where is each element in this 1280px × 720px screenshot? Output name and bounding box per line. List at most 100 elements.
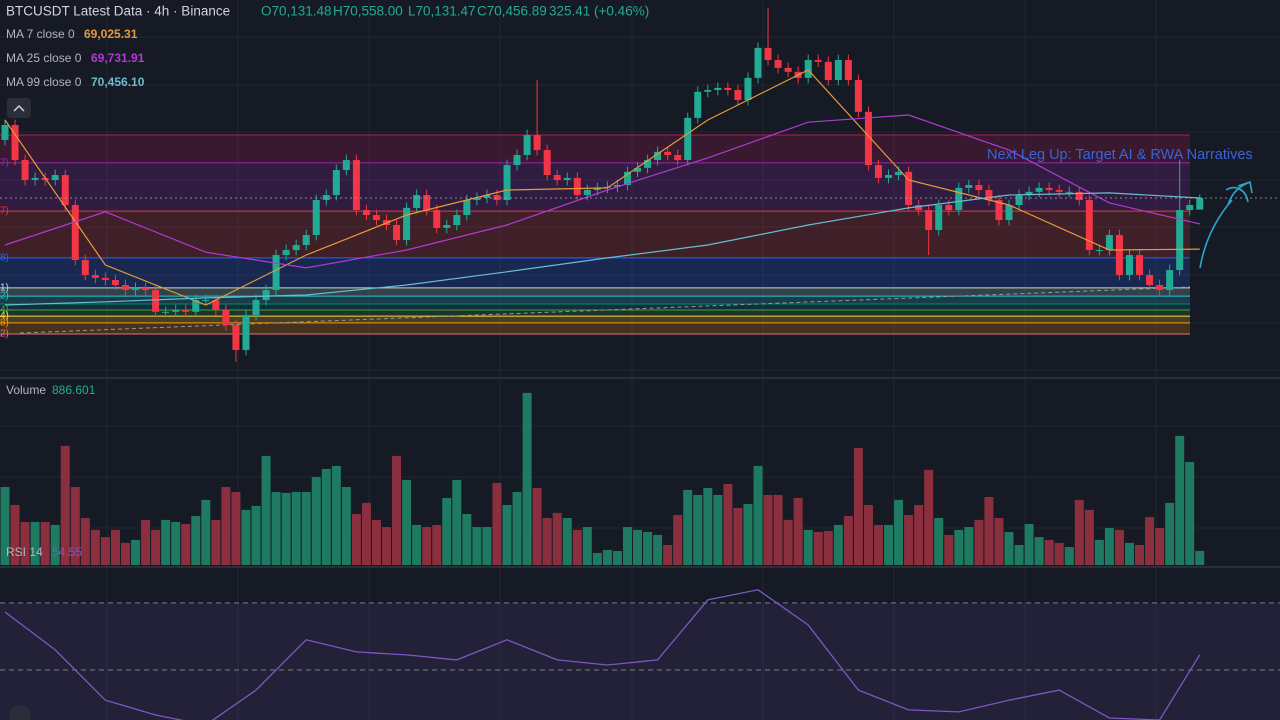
fib-band (0, 162, 1190, 212)
ma-legend-name: MA 7 close 0 (6, 27, 75, 41)
candle-body (1025, 191, 1033, 196)
candle-body (583, 190, 591, 196)
volume-bar (633, 529, 643, 565)
volume-bar (161, 519, 171, 565)
volume-bar (843, 515, 853, 565)
volume-bar (803, 529, 813, 565)
volume-bar (70, 487, 80, 565)
drawn-arrow-head (1225, 180, 1253, 206)
volume-pane (0, 392, 1205, 565)
volume-bar (331, 465, 341, 565)
ohlc-low: L70,131.47 (408, 4, 476, 19)
volume-bar (1124, 542, 1134, 565)
fib-band (0, 211, 1190, 258)
volume-bar (351, 514, 361, 565)
volume-bar (562, 517, 572, 565)
candle-body (874, 165, 882, 178)
candle-body (393, 225, 401, 241)
volume-bar (673, 514, 683, 565)
candle-body (1105, 235, 1113, 251)
volume-bar (432, 524, 442, 565)
volume-bar (462, 514, 472, 565)
candle-body (242, 315, 250, 351)
candle-body (644, 160, 652, 168)
volume-bar (371, 519, 381, 565)
candle-body (533, 135, 541, 151)
candle-body (152, 290, 160, 312)
candle-body (684, 117, 692, 161)
moving-average-line (4, 69, 1200, 306)
candle-body (302, 235, 310, 246)
ma-legend-value: 69,025.31 (84, 27, 138, 41)
annotation: Next Leg Up: Target AI & RWA Narratives (987, 147, 1253, 163)
candle-body (704, 90, 712, 92)
candle-body (292, 245, 300, 251)
candle-body (915, 205, 923, 211)
volume-bar (994, 517, 1004, 565)
candle-body (724, 87, 732, 91)
volume-bar (894, 499, 904, 565)
candle-body (1115, 235, 1123, 276)
collapse-button[interactable] (7, 98, 31, 118)
volume-bar (1165, 502, 1175, 565)
price-pane (0, 7, 1280, 362)
volume-bar (261, 455, 271, 565)
rsi-label: RSI 14 (6, 545, 43, 559)
volume-bar (281, 492, 291, 565)
candle-body (232, 325, 240, 351)
settings-button[interactable] (9, 705, 31, 720)
volume-bar (873, 524, 883, 565)
volume-bar (201, 499, 211, 565)
candle-body (634, 167, 642, 172)
candle-body (202, 300, 210, 302)
volume-bar (884, 524, 894, 565)
candle-body (1035, 187, 1043, 192)
candle-body (905, 171, 913, 206)
candle-body (503, 165, 511, 201)
candle-body (553, 175, 561, 181)
volume-bar (773, 494, 783, 565)
volume-bar (1104, 528, 1114, 565)
candle-body (31, 177, 39, 181)
candle-body (1075, 191, 1083, 201)
volume-bar (653, 534, 663, 565)
volume-bar (181, 524, 191, 565)
candle-body (1065, 191, 1073, 193)
volume-bar (723, 484, 733, 565)
volume-bar (813, 531, 823, 565)
fib-band (0, 296, 1190, 304)
volume-bar (522, 392, 532, 565)
candle-body (443, 225, 451, 228)
candle-body (1045, 187, 1053, 191)
candle-body (965, 185, 973, 188)
trend-line (19, 286, 1191, 334)
volume-bar (402, 479, 412, 565)
candle-body (523, 135, 531, 156)
ma-legend-value: 70,456.10 (91, 75, 145, 89)
candle-body (784, 67, 792, 72)
rsi-line (4, 589, 1201, 720)
volume-bar (592, 552, 602, 565)
volume-bar (30, 521, 40, 565)
rsi-value: 54.55 (52, 545, 82, 559)
collapse-button-bg[interactable] (7, 98, 31, 118)
candle-body (182, 310, 190, 312)
candle-body (774, 60, 782, 68)
candle-body (754, 47, 762, 78)
candle-body (844, 60, 852, 81)
volume-bar (924, 469, 934, 565)
fib-band (0, 257, 1190, 288)
volume-bar (311, 477, 321, 565)
candle-body (975, 185, 983, 191)
volume-bar (120, 542, 130, 565)
fib-band (0, 310, 1190, 317)
volume-bar (1004, 531, 1014, 565)
volume-bar (693, 494, 703, 565)
candle-body (854, 80, 862, 112)
candle-body (11, 125, 19, 161)
volume-bar (934, 517, 944, 565)
collapse-icon[interactable] (13, 104, 25, 112)
